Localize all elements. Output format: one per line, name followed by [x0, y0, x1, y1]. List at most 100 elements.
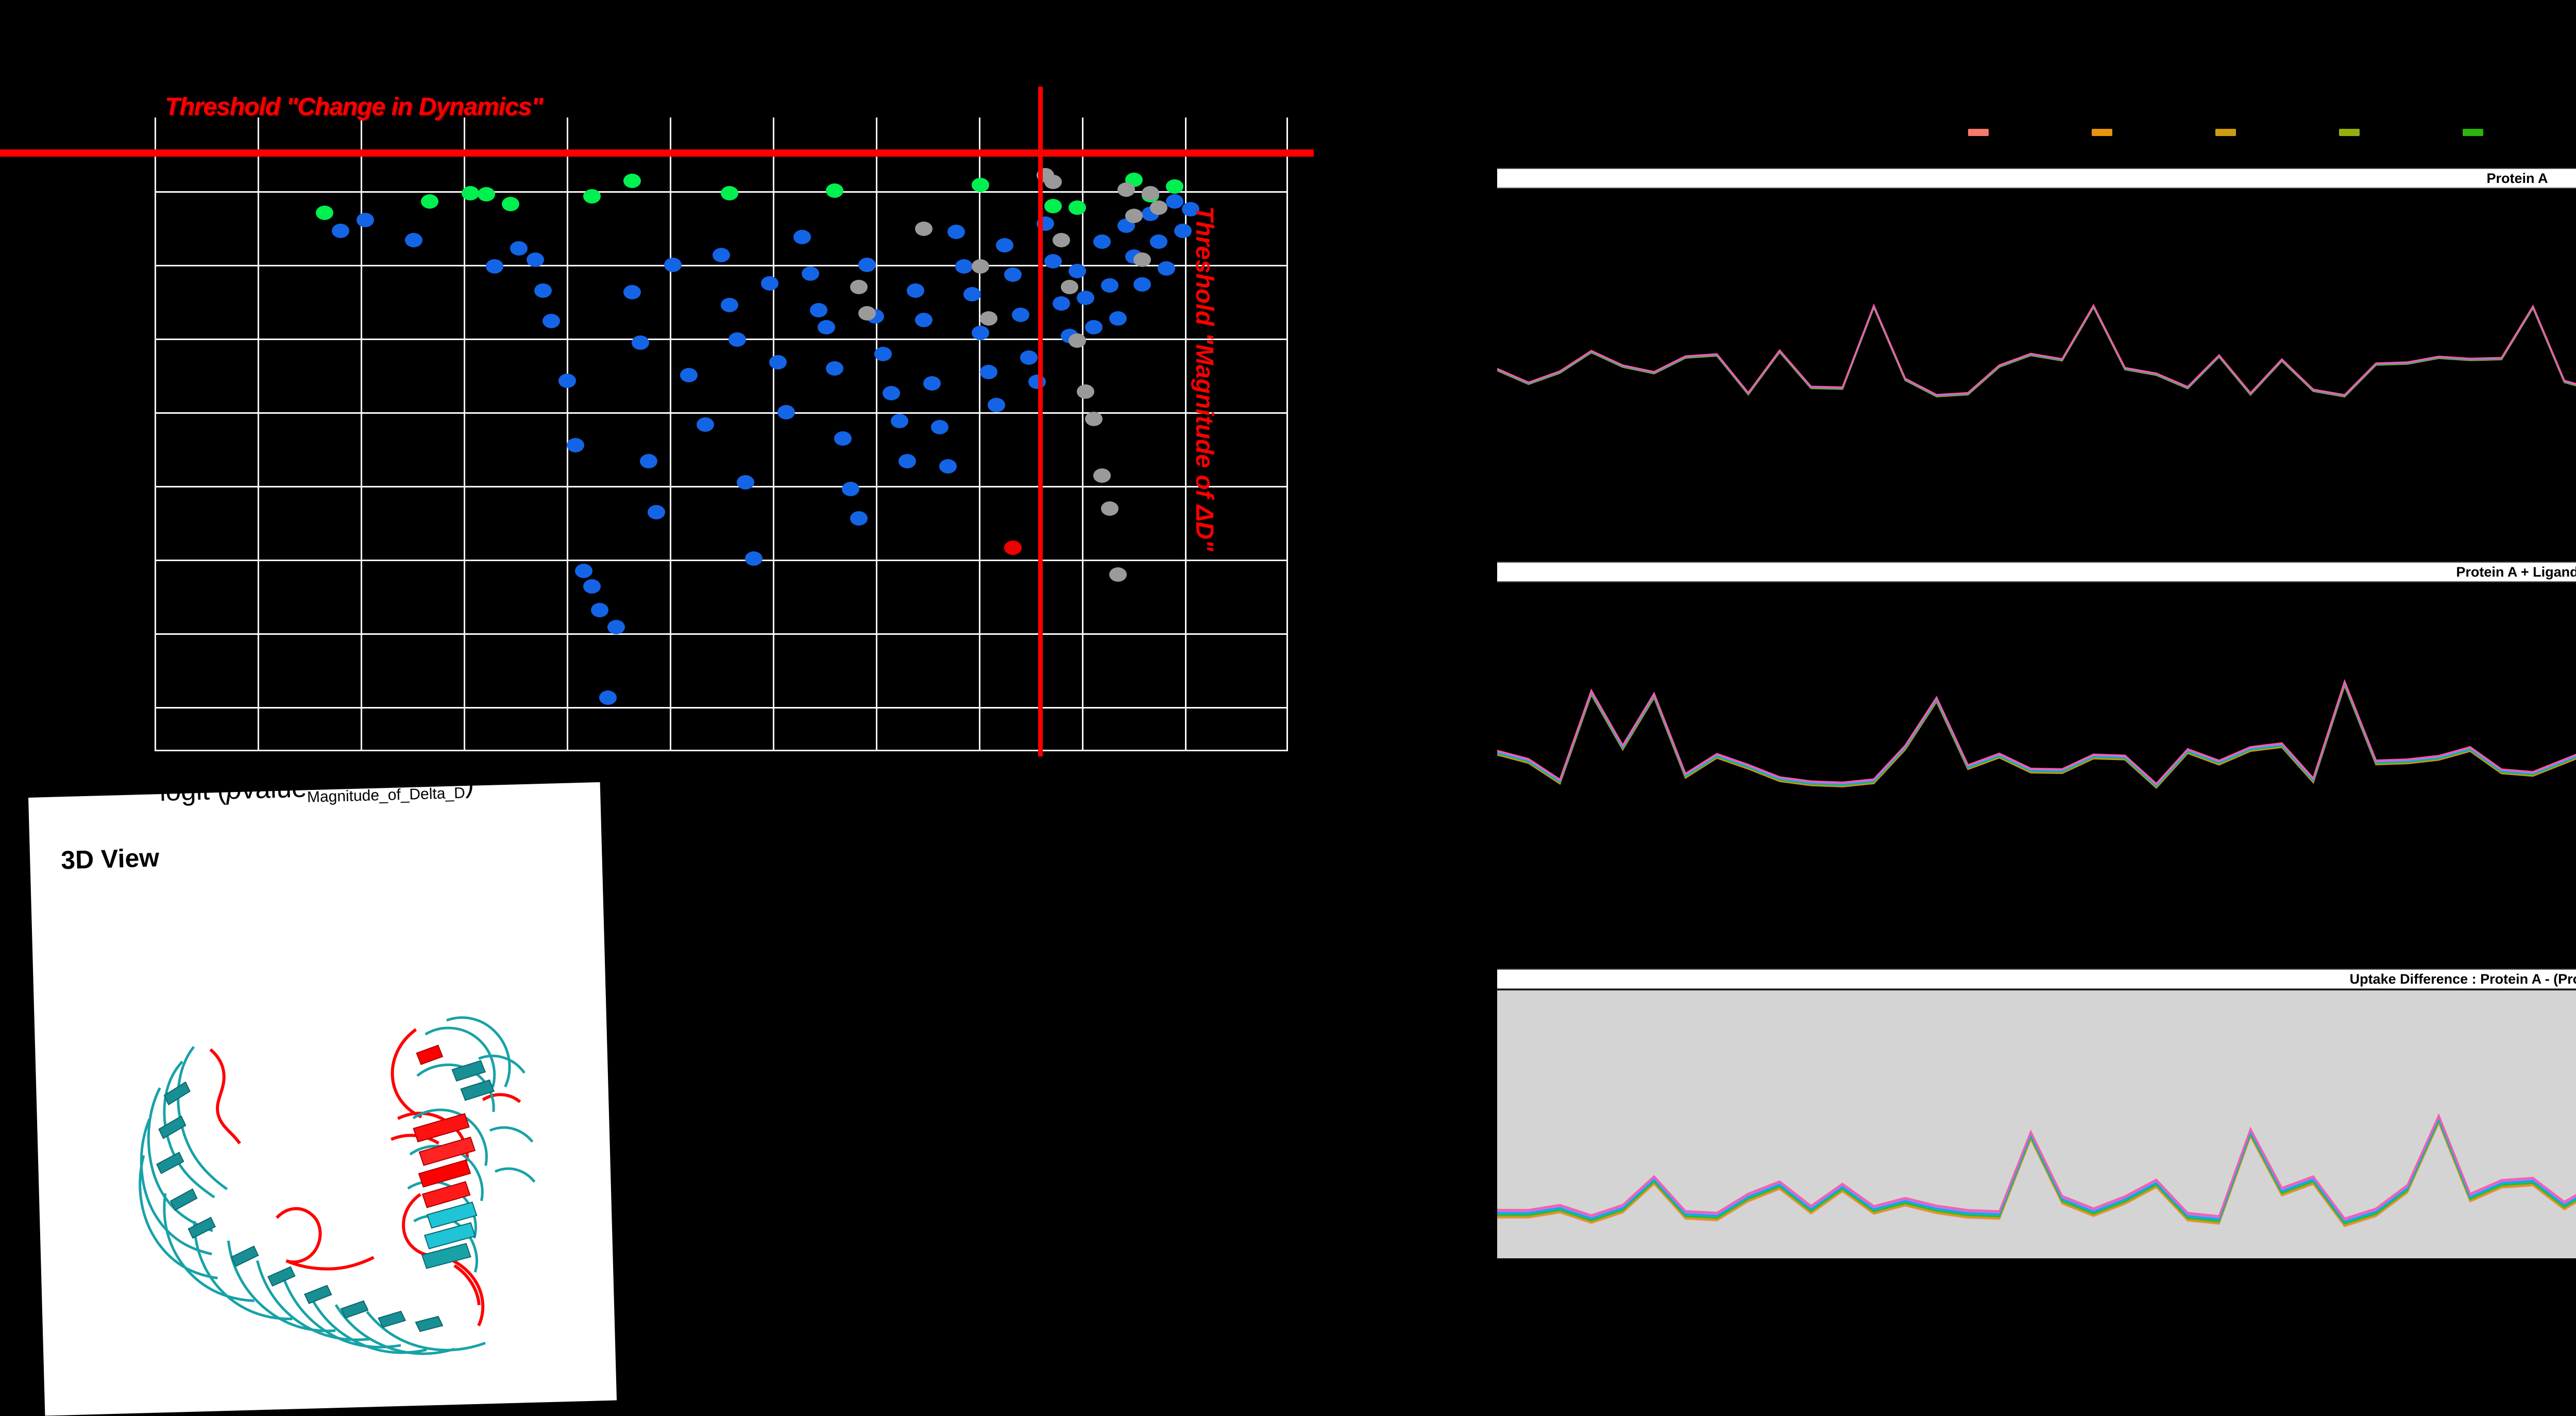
scatter-point[interactable]: [1028, 374, 1046, 389]
scatter-point[interactable]: [1166, 179, 1183, 194]
scatter-point[interactable]: [1149, 200, 1167, 215]
scatter-point[interactable]: [567, 437, 585, 452]
scatter-point[interactable]: [583, 189, 601, 204]
scatter-point[interactable]: [680, 367, 698, 382]
uptake-trace[interactable]: [1497, 297, 2576, 397]
uptake-trace[interactable]: [1497, 296, 2576, 397]
scatter-point[interactable]: [1182, 201, 1200, 216]
scatter-point[interactable]: [801, 266, 819, 281]
threshold-line-vertical[interactable]: [1038, 87, 1043, 756]
uptake-trace[interactable]: [1497, 296, 2576, 396]
scatter-point[interactable]: [931, 419, 949, 434]
scatter-point[interactable]: [623, 284, 641, 299]
scatter-point[interactable]: [1060, 280, 1078, 295]
scatter-point[interactable]: [1077, 384, 1095, 399]
uptake-trace[interactable]: [1497, 1114, 2576, 1220]
scatter-point[interactable]: [1093, 234, 1111, 249]
scatter-point[interactable]: [914, 312, 933, 327]
scatter-point[interactable]: [1174, 223, 1192, 238]
scatter-point[interactable]: [971, 326, 989, 341]
uptake-trace[interactable]: [1497, 296, 2576, 396]
scatter-point[interactable]: [599, 690, 617, 705]
scatter-point[interactable]: [583, 579, 601, 594]
chart-protein-a-traces[interactable]: [1497, 189, 2576, 436]
chart-protein-a[interactable]: Protein A: [1497, 168, 2576, 457]
scatter-point[interactable]: [923, 376, 941, 391]
uptake-trace[interactable]: [1497, 296, 2576, 397]
uptake-trace[interactable]: [1497, 296, 2576, 396]
scatter-point[interactable]: [713, 247, 730, 262]
scatter-point[interactable]: [664, 257, 682, 272]
scatter-point[interactable]: [1101, 278, 1119, 293]
scatter-point[interactable]: [1044, 199, 1062, 214]
scatter-point[interactable]: [1077, 291, 1095, 306]
scatter-point[interactable]: [842, 481, 860, 496]
uptake-legend[interactable]: [1484, 129, 2576, 147]
scatter-point[interactable]: [761, 276, 779, 291]
scatter-point[interactable]: [1166, 194, 1183, 209]
scatter-point[interactable]: [623, 174, 641, 188]
chart-uptake-difference-traces[interactable]: [1497, 990, 2576, 1258]
scatter-point[interactable]: [914, 221, 933, 236]
scatter-point[interactable]: [996, 238, 1013, 252]
scatter-point[interactable]: [639, 454, 657, 469]
uptake-trace[interactable]: [1497, 679, 2576, 785]
scatter-point[interactable]: [874, 346, 892, 361]
uptake-trace[interactable]: [1497, 296, 2576, 396]
scatter-point[interactable]: [1158, 261, 1176, 276]
scatter-point[interactable]: [421, 194, 439, 209]
scatter-point[interactable]: [971, 177, 989, 192]
scatter-point[interactable]: [1117, 182, 1135, 197]
scatter-point[interactable]: [356, 212, 374, 227]
scatter-point[interactable]: [1053, 233, 1070, 248]
uptake-trace[interactable]: [1497, 298, 2576, 398]
scatter-point[interactable]: [883, 385, 900, 400]
scatter-point[interactable]: [963, 286, 981, 301]
protein-ribbon-svg[interactable]: [52, 901, 590, 1405]
scatter-point[interactable]: [1069, 264, 1087, 279]
scatter-point[interactable]: [899, 454, 917, 469]
scatter-point[interactable]: [728, 332, 747, 347]
scatter-point[interactable]: [591, 602, 609, 617]
scatter-point[interactable]: [502, 197, 520, 212]
scatter-point[interactable]: [526, 252, 544, 267]
scatter-point[interactable]: [1141, 186, 1159, 200]
uptake-trace[interactable]: [1497, 1112, 2576, 1219]
scatter-point[interactable]: [818, 319, 836, 334]
legend-swatch[interactable]: [2463, 129, 2483, 136]
scatter-point[interactable]: [1133, 252, 1151, 267]
scatter-point[interactable]: [947, 225, 965, 240]
scatter-point[interactable]: [478, 187, 496, 202]
scatter-point[interactable]: [607, 619, 625, 634]
scatter-point[interactable]: [332, 223, 350, 238]
scatter-point[interactable]: [769, 355, 787, 369]
uptake-trace[interactable]: [1497, 683, 2576, 790]
scatter-point[interactable]: [534, 283, 552, 298]
chart-protein-a-ligand-traces[interactable]: [1497, 582, 2576, 824]
scatter-point[interactable]: [737, 475, 755, 490]
scatter-point[interactable]: [461, 186, 479, 200]
scatter-point[interactable]: [404, 233, 422, 248]
scatter-point[interactable]: [850, 511, 868, 526]
scatter-point[interactable]: [648, 505, 666, 520]
scatter-point[interactable]: [979, 364, 997, 379]
scatter-point[interactable]: [1101, 501, 1119, 516]
scatter-point[interactable]: [316, 205, 333, 220]
scatter-point[interactable]: [543, 314, 560, 329]
scatter-point[interactable]: [971, 259, 989, 274]
scatter-point[interactable]: [486, 259, 503, 274]
uptake-trace[interactable]: [1497, 297, 2576, 397]
scatter-point[interactable]: [939, 459, 957, 474]
scatter-point[interactable]: [1020, 350, 1038, 365]
scatter-point[interactable]: [1133, 277, 1151, 292]
threshold-line-horizontal[interactable]: [0, 149, 1314, 157]
scatter-point[interactable]: [1012, 308, 1030, 323]
scatter-point[interactable]: [834, 431, 852, 446]
volcano-plot-area[interactable]: [0, 87, 1314, 756]
scatter-point[interactable]: [1004, 267, 1022, 282]
scatter-point[interactable]: [1069, 333, 1087, 348]
chart-uptake-difference[interactable]: Uptake Difference : Protein A - (Protein…: [1497, 969, 2576, 1278]
scatter-point[interactable]: [574, 563, 592, 578]
scatter-point[interactable]: [1109, 567, 1127, 582]
scatter-point[interactable]: [890, 413, 908, 428]
